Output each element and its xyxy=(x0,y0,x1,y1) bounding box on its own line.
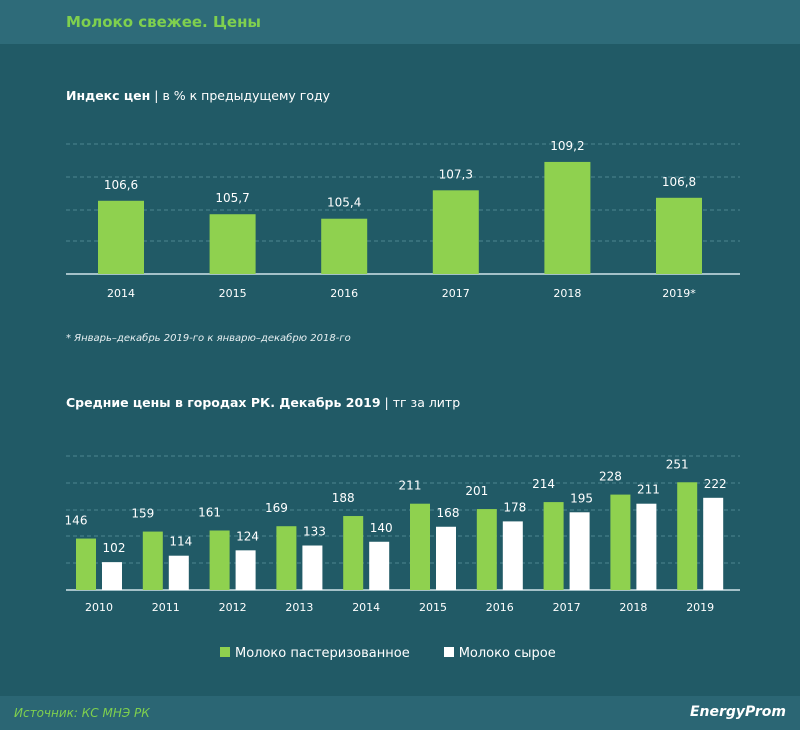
data-label: 168 xyxy=(437,506,460,520)
tick-label: 2012 xyxy=(219,601,247,614)
data-label: 211 xyxy=(637,483,660,497)
bar-pasteurized xyxy=(276,526,297,590)
bar-raw xyxy=(168,555,189,590)
tick-label: 2014 xyxy=(107,287,135,300)
data-label: 228 xyxy=(599,470,622,484)
tick-label: 2015 xyxy=(219,287,247,300)
bar xyxy=(656,197,702,274)
legend-label: Молоко пастеризованное xyxy=(235,646,410,661)
chart1-title: Индекс цен | в % к предыдущему году xyxy=(66,88,331,103)
data-label: 106,6 xyxy=(104,178,138,192)
tick-label: 2018 xyxy=(619,601,647,614)
data-label: 161 xyxy=(198,506,221,520)
bar-pasteurized xyxy=(343,516,364,590)
tick-label: 2010 xyxy=(85,601,113,614)
bar-raw xyxy=(302,545,323,590)
legend: Молоко пастеризованное Молоко сырое xyxy=(220,646,556,661)
bar-raw xyxy=(703,497,724,590)
tick-label: 2015 xyxy=(419,601,447,614)
legend-item-raw: Молоко сырое xyxy=(443,646,556,661)
page-title: Молоко свежее. Цены xyxy=(66,13,261,31)
source: Источник: КС МНЭ РК xyxy=(14,706,150,720)
bar-pasteurized xyxy=(209,530,230,590)
data-label: 133 xyxy=(303,525,326,539)
data-label: 251 xyxy=(666,457,689,471)
bar-pasteurized xyxy=(410,503,430,590)
data-label: 214 xyxy=(532,477,555,491)
data-label: 140 xyxy=(370,521,393,535)
data-label: 124 xyxy=(236,529,259,543)
bar xyxy=(544,161,591,274)
tick-label: 2018 xyxy=(553,287,581,300)
bar-pasteurized xyxy=(677,482,698,590)
legend-item-pasteurized: Молоко пастеризованное xyxy=(220,646,410,661)
data-label: 114 xyxy=(169,535,192,549)
data-label: 146 xyxy=(65,514,88,528)
bar-pasteurized xyxy=(610,494,631,590)
data-label: 222 xyxy=(704,477,727,491)
legend-label: Молоко сырое xyxy=(458,646,556,661)
data-label: 106,8 xyxy=(662,175,696,189)
chart2-title-text: Средние цены в городах РК. Декабрь 2019 xyxy=(66,395,381,410)
data-label: 102 xyxy=(103,541,126,555)
data-label: 201 xyxy=(465,484,488,498)
footer: Источник: КС МНЭ РК EnergyProm xyxy=(0,696,800,730)
tick-label: 2011 xyxy=(152,601,180,614)
bar xyxy=(209,214,256,274)
bar-pasteurized xyxy=(76,538,96,590)
data-label: 169 xyxy=(265,501,288,515)
data-label: 211 xyxy=(399,479,422,493)
bar-raw xyxy=(636,503,657,590)
bar-raw xyxy=(569,512,590,590)
bar-raw xyxy=(235,550,256,590)
chart2-title: Средние цены в городах РК. Декабрь 2019 … xyxy=(66,395,461,410)
tick-label: 2019 xyxy=(686,601,714,614)
chart1-note: * Январь–декабрь 2019-го к январю–декабр… xyxy=(66,333,351,344)
bar-raw xyxy=(369,541,390,590)
tick-label: 2017 xyxy=(553,601,581,614)
tick-label: 2013 xyxy=(285,601,313,614)
chart2-subtitle: тг за литр xyxy=(392,395,461,410)
data-label: 107,3 xyxy=(439,167,473,181)
bar-raw xyxy=(502,521,523,590)
data-label: 178 xyxy=(503,500,526,514)
bar-raw xyxy=(436,526,456,590)
bar xyxy=(98,200,144,274)
bar-raw xyxy=(102,562,122,590)
chart1-subtitle: в % к предыдущему году xyxy=(162,88,331,103)
bar-pasteurized xyxy=(476,509,497,590)
tick-label: 2014 xyxy=(352,601,380,614)
energyprom-logo: EnergyProm xyxy=(689,704,786,720)
data-label: 159 xyxy=(131,507,154,521)
data-label: 109,2 xyxy=(550,139,584,153)
bar-pasteurized xyxy=(142,531,163,590)
tick-label: 2017 xyxy=(442,287,470,300)
data-label: 195 xyxy=(570,491,593,505)
tick-label: 2019* xyxy=(662,287,696,300)
data-label: 105,7 xyxy=(215,191,249,205)
data-label: 105,4 xyxy=(327,196,361,210)
bar xyxy=(321,218,368,274)
chart1-title-text: Индекс цен xyxy=(66,88,151,103)
tick-label: 2016 xyxy=(330,287,358,300)
bar-pasteurized xyxy=(543,502,564,590)
bar xyxy=(432,190,479,274)
header: Молоко свежее. Цены xyxy=(0,0,800,44)
data-label: 188 xyxy=(332,491,355,505)
tick-label: 2016 xyxy=(486,601,514,614)
